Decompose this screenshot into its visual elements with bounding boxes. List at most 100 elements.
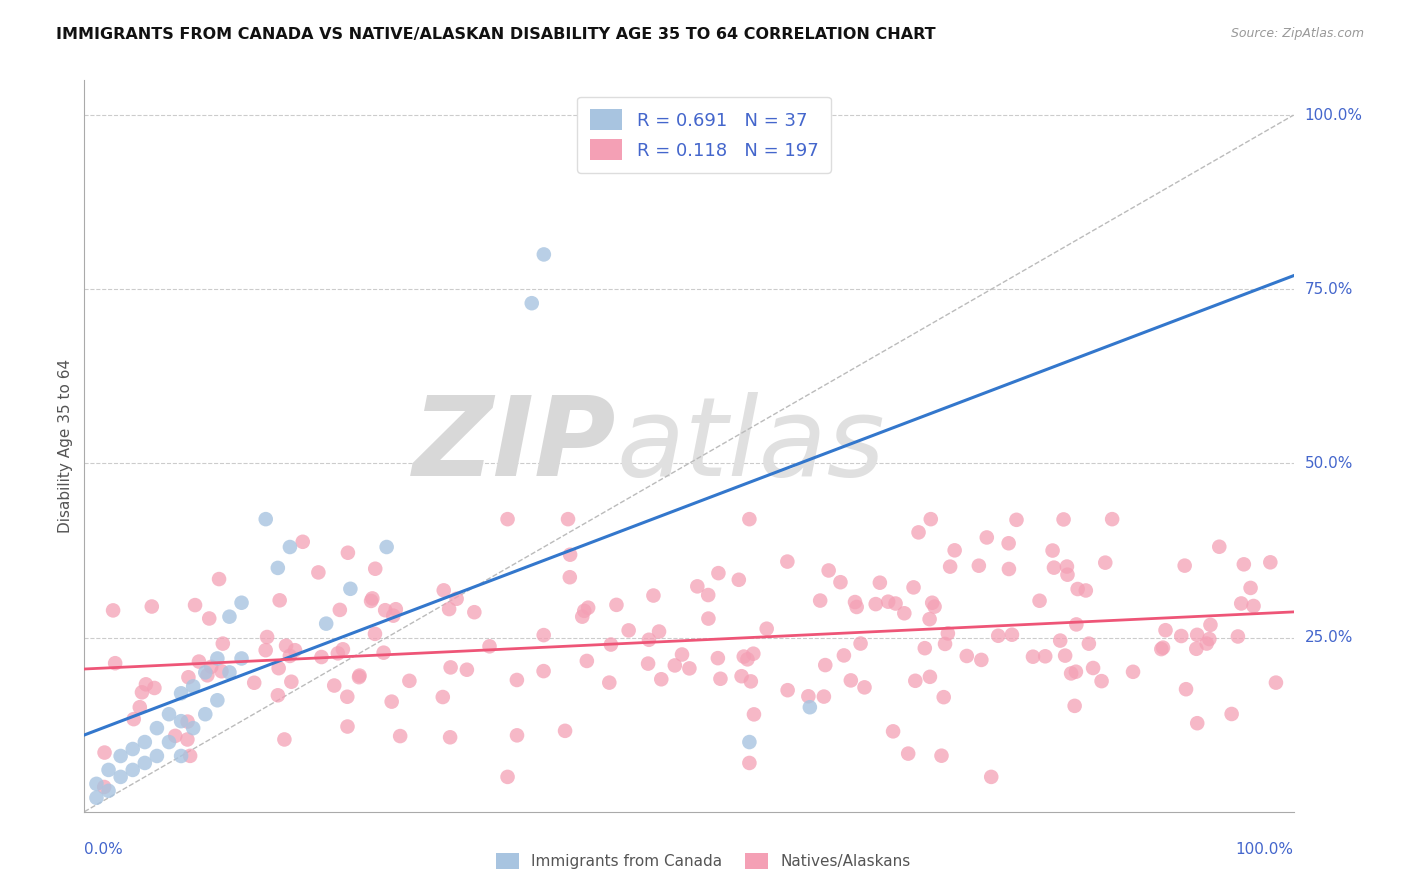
Point <box>554 723 576 738</box>
Point <box>1001 628 1024 642</box>
Point <box>1170 629 1192 643</box>
Point <box>1066 582 1088 596</box>
Point <box>181 679 204 693</box>
Point <box>730 669 752 683</box>
Point <box>278 648 301 663</box>
Point <box>1195 636 1218 650</box>
Point <box>1090 674 1112 689</box>
Point <box>269 593 291 607</box>
Point <box>697 588 720 602</box>
Point <box>1260 555 1282 569</box>
Point <box>893 607 915 621</box>
Point <box>179 748 201 763</box>
Point <box>1042 543 1064 558</box>
Point <box>1005 513 1028 527</box>
Point <box>987 629 1010 643</box>
Point <box>128 700 150 714</box>
Text: 0.0%: 0.0% <box>84 842 124 857</box>
Point <box>884 597 907 611</box>
Point <box>336 720 359 734</box>
Point <box>326 646 349 660</box>
Point <box>817 564 839 578</box>
Point <box>389 729 412 743</box>
Point <box>218 609 240 624</box>
Point <box>122 712 145 726</box>
Point <box>360 594 382 608</box>
Point <box>903 581 925 595</box>
Point <box>738 512 761 526</box>
Point <box>738 756 761 770</box>
Point <box>671 648 693 662</box>
Point <box>877 595 900 609</box>
Point <box>177 670 200 684</box>
Point <box>799 700 821 714</box>
Point <box>93 780 115 794</box>
Point <box>267 661 290 675</box>
Point <box>707 651 730 665</box>
Point <box>755 622 778 636</box>
Point <box>131 685 153 699</box>
Point <box>496 770 519 784</box>
Point <box>907 525 929 540</box>
Point <box>446 591 468 606</box>
Point <box>617 624 640 638</box>
Point <box>256 630 278 644</box>
Point <box>382 608 405 623</box>
Point <box>323 679 346 693</box>
Point <box>165 729 187 743</box>
Point <box>648 624 671 639</box>
Point <box>439 660 461 674</box>
Point <box>740 674 762 689</box>
Point <box>939 559 962 574</box>
Point <box>280 674 302 689</box>
Point <box>1199 618 1222 632</box>
Text: 75.0%: 75.0% <box>1305 282 1353 297</box>
Point <box>967 558 990 573</box>
Point <box>307 566 329 580</box>
Point <box>347 670 370 684</box>
Point <box>980 770 1002 784</box>
Point <box>254 643 277 657</box>
Point <box>956 648 979 663</box>
Point <box>1063 698 1085 713</box>
Point <box>1052 512 1074 526</box>
Point <box>176 732 198 747</box>
Point <box>243 675 266 690</box>
Point <box>1185 628 1208 642</box>
Point <box>776 555 799 569</box>
Point <box>198 611 221 625</box>
Point <box>742 707 765 722</box>
Point <box>135 677 157 691</box>
Text: Source: ZipAtlas.com: Source: ZipAtlas.com <box>1230 27 1364 40</box>
Point <box>808 593 831 607</box>
Point <box>207 693 229 707</box>
Point <box>176 714 198 729</box>
Point <box>1220 706 1243 721</box>
Point <box>813 690 835 704</box>
Point <box>650 672 672 686</box>
Point <box>1066 617 1088 632</box>
Point <box>1077 637 1099 651</box>
Point <box>914 641 936 656</box>
Point <box>339 582 361 596</box>
Point <box>121 763 143 777</box>
Point <box>605 598 627 612</box>
Point <box>121 742 143 756</box>
Point <box>943 543 966 558</box>
Point <box>146 749 169 764</box>
Point <box>157 735 180 749</box>
Point <box>921 596 943 610</box>
Point <box>143 681 166 695</box>
Point <box>678 661 700 675</box>
Point <box>381 695 404 709</box>
Point <box>865 597 887 611</box>
Point <box>571 609 593 624</box>
Point <box>349 668 371 682</box>
Point <box>1094 556 1116 570</box>
Text: 100.0%: 100.0% <box>1236 842 1294 857</box>
Point <box>839 673 862 688</box>
Point <box>231 651 253 665</box>
Point <box>187 655 209 669</box>
Point <box>134 735 156 749</box>
Legend: Immigrants from Canada, Natives/Alaskans: Immigrants from Canada, Natives/Alaskans <box>489 847 917 875</box>
